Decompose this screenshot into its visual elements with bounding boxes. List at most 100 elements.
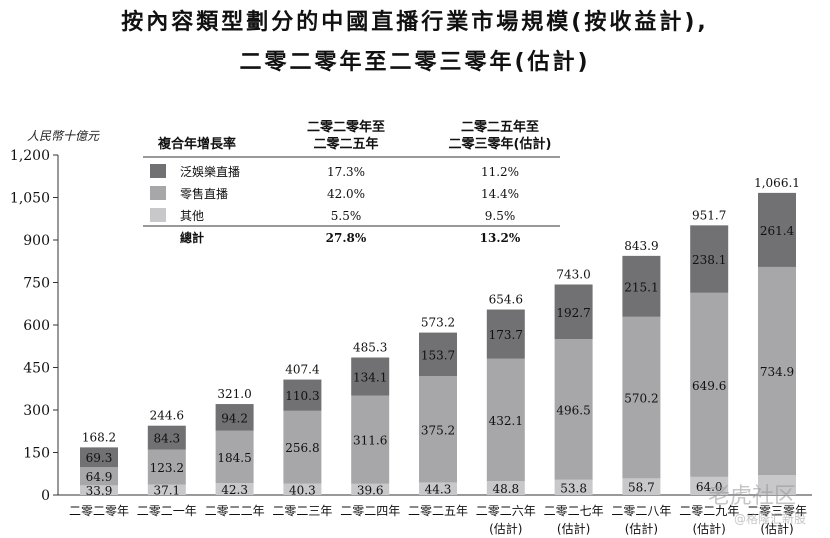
bar-segment-value-label: 649.6 bbox=[692, 379, 726, 393]
cagr-col2-header: 二零二五年至 bbox=[461, 119, 539, 135]
bar-segment bbox=[80, 447, 118, 468]
bar-segment-value-label: 84.3 bbox=[153, 432, 180, 446]
bar-segment-value-label: 153.7 bbox=[421, 348, 455, 362]
bar-total-label: 951.7 bbox=[692, 208, 726, 222]
legend-swatch bbox=[150, 164, 166, 178]
bar-segment-value-label: 134.1 bbox=[353, 370, 387, 384]
bar-segment bbox=[554, 284, 593, 340]
chart-title-line1: 按內容類型劃分的中國直播行業市場規模(按收益計), bbox=[121, 10, 709, 35]
bar-segment-value-label: 37.1 bbox=[153, 484, 180, 498]
bar-segment-value-label: 238.1 bbox=[692, 253, 726, 267]
bar-total-label: 573.2 bbox=[421, 316, 455, 330]
bar-segment-value-label: 42.3 bbox=[221, 483, 248, 497]
bar-segment-value-label: 570.2 bbox=[624, 392, 658, 406]
bar-segment bbox=[215, 404, 254, 431]
cagr-value: 14.4% bbox=[481, 187, 519, 201]
bar-segment-value-label: 375.2 bbox=[421, 423, 455, 437]
y-tick-label: 0 bbox=[41, 488, 50, 504]
bar-total-label: 1,066.1 bbox=[754, 176, 800, 190]
bar-segment bbox=[419, 332, 457, 377]
x-tick-label: 二零二零年 bbox=[69, 504, 129, 518]
bar-segment bbox=[215, 430, 254, 484]
bar-segment-value-label: 110.3 bbox=[285, 389, 319, 403]
bar-segment-value-label: 64.9 bbox=[86, 470, 113, 484]
bar-segment-value-label: 53.8 bbox=[560, 481, 587, 495]
cagr-value: 42.0% bbox=[327, 187, 365, 201]
bar-segment bbox=[351, 357, 390, 396]
bar-segment bbox=[147, 425, 186, 450]
bar-total-label: 654.6 bbox=[489, 293, 523, 307]
watermark-main: 老虎社区 bbox=[708, 484, 797, 509]
bar-segment bbox=[622, 478, 661, 495]
bar-segment-value-label: 734.9 bbox=[760, 365, 794, 379]
bar-segment bbox=[147, 449, 186, 485]
bar-segment-value-label: 215.1 bbox=[624, 280, 658, 294]
cagr-value: 9.5% bbox=[485, 209, 516, 223]
bar-total-label: 743.0 bbox=[556, 267, 590, 281]
legend-label: 零售直播 bbox=[180, 186, 228, 201]
x-tick-label: 二零二二年 bbox=[205, 504, 265, 518]
bar-segment-value-label: 39.6 bbox=[357, 483, 384, 497]
bar-segment bbox=[351, 395, 390, 484]
y-tick-label: 900 bbox=[23, 233, 50, 249]
cagr-total-value: 27.8% bbox=[326, 231, 367, 245]
x-tick-label: 二零二七年 bbox=[544, 504, 604, 518]
x-tick-label: 二零二六年 bbox=[476, 504, 536, 518]
watermark-sub: @格隆汇新股 bbox=[734, 512, 807, 526]
bar-total-label: 407.4 bbox=[285, 363, 320, 377]
bar-segment bbox=[554, 479, 593, 495]
bar-total-label: 244.6 bbox=[150, 409, 184, 423]
y-tick-label: 1,200 bbox=[10, 148, 50, 164]
cagr-col2-header-sub: 二零三零年(估計) bbox=[449, 136, 552, 152]
bar-segment bbox=[419, 482, 457, 495]
y-tick-label: 750 bbox=[23, 276, 50, 292]
chart-title-line2: 二零二零年至二零三零年(估計) bbox=[239, 50, 591, 75]
x-tick-label: 二零二五年 bbox=[408, 504, 468, 518]
bar-segment bbox=[758, 475, 796, 495]
y-tick-label: 150 bbox=[23, 446, 50, 462]
legend-label: 泛娛樂直播 bbox=[180, 164, 240, 179]
x-tick-label: 二零二八年 bbox=[611, 504, 671, 518]
bar-segment-value-label: 184.5 bbox=[217, 451, 251, 465]
bar-segment bbox=[690, 476, 729, 495]
cagr-total-value: 13.2% bbox=[480, 231, 521, 245]
bar-segment bbox=[215, 483, 254, 495]
y-tick-label: 600 bbox=[23, 318, 50, 334]
bar-segment-value-label: 94.2 bbox=[221, 411, 248, 425]
legend-swatch bbox=[150, 186, 166, 200]
bar-segment-value-label: 123.2 bbox=[150, 461, 184, 475]
legend-label: 其他 bbox=[180, 209, 204, 223]
bar-segment-value-label: 69.3 bbox=[86, 451, 113, 465]
bar-segment bbox=[758, 192, 796, 267]
bar-segment-value-label: 261.4 bbox=[760, 224, 795, 238]
x-tick-label-sub: (估計) bbox=[489, 521, 522, 536]
bar-segment-value-label: 58.7 bbox=[628, 481, 655, 495]
bar-segment-value-label: 192.7 bbox=[556, 306, 590, 320]
cagr-value: 17.3% bbox=[327, 165, 365, 179]
bar-segment bbox=[283, 379, 322, 411]
x-tick-label: 二零二九年 bbox=[679, 504, 739, 518]
bar-segment bbox=[147, 484, 186, 495]
bar-segment-value-label: 64.0 bbox=[696, 480, 723, 494]
bar-segment bbox=[419, 376, 457, 483]
bar-segment-value-label: 496.5 bbox=[556, 403, 590, 417]
x-tick-label: 二零二一年 bbox=[137, 504, 197, 518]
bar-total-label: 843.9 bbox=[624, 239, 658, 253]
bar-segment bbox=[283, 410, 322, 484]
bar-segment-value-label: 44.3 bbox=[425, 483, 452, 497]
y-tick-label: 300 bbox=[23, 403, 50, 419]
y-tick-label: 450 bbox=[23, 361, 50, 377]
x-tick-label: 二零三零年 bbox=[747, 504, 807, 518]
bar-segment bbox=[486, 358, 525, 482]
bar-segment-value-label: 173.7 bbox=[489, 328, 523, 342]
bar-total-label: 321.0 bbox=[217, 387, 251, 401]
x-tick-label: 二零二三年 bbox=[272, 504, 332, 518]
bar-segment bbox=[486, 309, 525, 359]
bar-segment bbox=[80, 485, 118, 495]
cagr-header-label: 複合年增長率 bbox=[157, 136, 236, 152]
x-tick-label-sub: (估計) bbox=[760, 521, 793, 536]
bar-segment bbox=[351, 483, 390, 495]
bar-segment bbox=[690, 292, 729, 477]
x-tick-label-sub: (估計) bbox=[557, 521, 590, 536]
bar-total-label: 485.3 bbox=[353, 340, 387, 354]
